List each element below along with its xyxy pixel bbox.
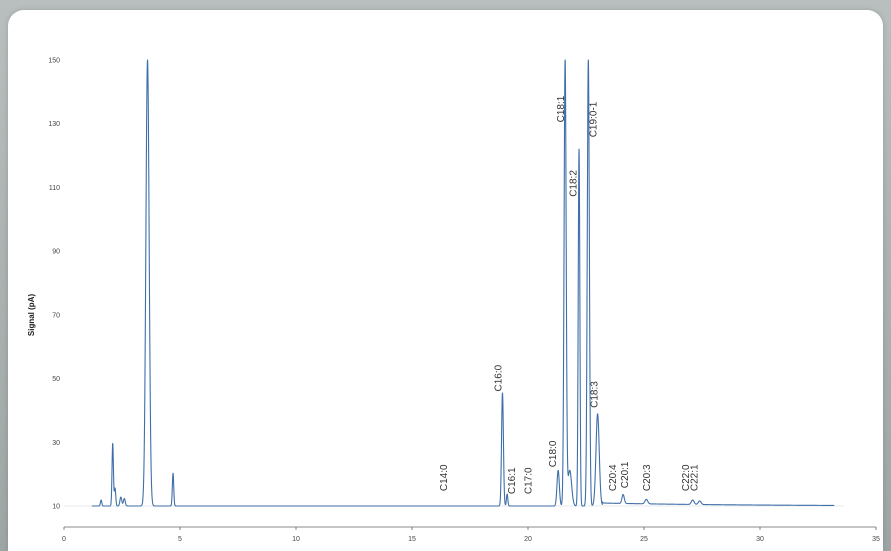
- peak-label: C17:0: [524, 467, 535, 494]
- peak-label: C22:0: [681, 464, 692, 491]
- peak-label: C16:1: [507, 467, 518, 494]
- x-tick-label: 30: [756, 536, 764, 543]
- x-tick-label: 35: [872, 536, 880, 543]
- y-tick-label: 90: [52, 249, 60, 256]
- peak-label: C14:0: [439, 464, 450, 491]
- x-tick-label: 25: [640, 536, 648, 543]
- x-tick-label: 10: [292, 536, 300, 543]
- x-tick-label: 20: [524, 536, 532, 543]
- peak-label: C22:1: [689, 464, 700, 491]
- chromatogram-trace: [91, 59, 835, 507]
- y-tick-label: 50: [52, 376, 60, 383]
- y-tick-label: 10: [52, 504, 60, 511]
- peak-label: C18:3: [590, 381, 601, 408]
- peak-label: C16:0: [493, 364, 504, 391]
- chart-card: Signal (pA) 10 30 50 70 90 110 130 150 0 5 10 15 20…: [8, 10, 883, 551]
- peak-label: C20:4: [608, 464, 619, 491]
- y-tick-label: 130: [48, 121, 60, 128]
- y-tick-label: 70: [52, 312, 60, 319]
- x-tick-label: 0: [62, 536, 66, 543]
- y-tick-label: 150: [48, 58, 60, 65]
- peak-label: C19:0-1: [588, 101, 599, 137]
- peak-label: C18:0: [548, 440, 559, 467]
- peak-label: C18:2: [569, 170, 580, 197]
- y-axis-label: Signal (pA): [27, 294, 36, 337]
- x-tick-label: 15: [408, 536, 416, 543]
- peak-label: C18:1: [556, 95, 567, 122]
- x-tick-label: 5: [178, 536, 182, 543]
- peak-label: C20:1: [620, 461, 631, 488]
- y-tick-label: 30: [52, 440, 60, 447]
- y-tick-label: 110: [49, 185, 60, 192]
- chromatogram-chart: Signal (pA) 10 30 50 70 90 110 130 150 0 5 10 15 20…: [27, 58, 880, 544]
- peak-label: C20:3: [642, 464, 653, 491]
